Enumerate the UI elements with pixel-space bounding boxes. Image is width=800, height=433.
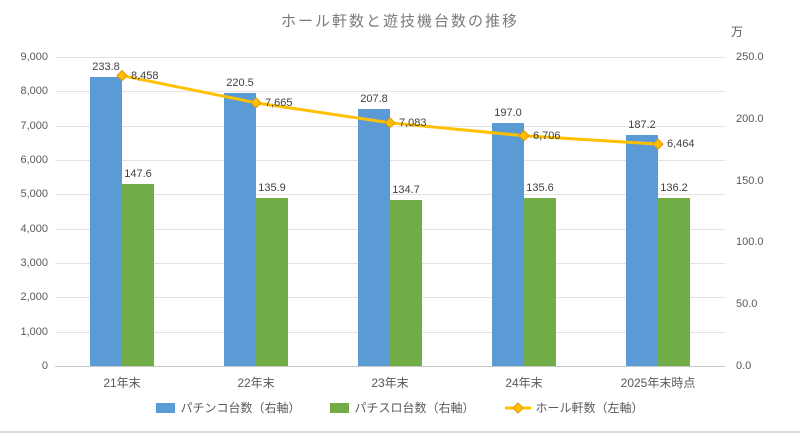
right-axis-tick-label: 250.0 <box>736 51 764 63</box>
right-axis-tick-label: 100.0 <box>736 236 764 248</box>
bar-value-label: 135.9 <box>258 182 286 195</box>
left-axis-tick-label: 3,000 <box>20 257 48 269</box>
bar-value-label: 135.6 <box>526 182 554 195</box>
bar-value-label: 134.7 <box>392 183 420 196</box>
left-axis-tick-label: 4,000 <box>20 223 48 235</box>
bar-pachinko <box>492 122 524 366</box>
legend-label-pachislot: パチスロ台数（右軸） <box>354 401 475 415</box>
right-axis-tick-label: 200.0 <box>736 113 764 125</box>
right-axis-unit-label: 万 <box>731 25 744 39</box>
line-value-label: 7,665 <box>265 97 293 109</box>
bar-pachinko <box>90 77 122 366</box>
chart-title: ホール軒数と遊技機台数の推移 <box>280 13 519 30</box>
bar-value-label: 220.5 <box>226 77 254 90</box>
legend-item-pachislot: パチスロ台数（右軸） <box>330 399 475 416</box>
left-axis-tick-label: 6,000 <box>20 154 48 166</box>
right-axis-tick-label: 150.0 <box>736 175 764 187</box>
x-axis-line <box>55 366 725 367</box>
x-axis-category-label: 2025年末時点 <box>620 376 696 390</box>
bar-value-label: 147.6 <box>124 167 152 180</box>
bar-pachinko <box>224 93 256 366</box>
bar-pachislot <box>658 197 690 366</box>
line-value-label: 6,706 <box>533 130 561 142</box>
x-axis-category-label: 24年末 <box>505 376 543 390</box>
bar-value-label: 207.8 <box>360 93 388 106</box>
x-axis-category-label: 23年末 <box>371 376 409 390</box>
gridline <box>55 57 725 58</box>
x-axis-category-label: 21年末 <box>103 376 141 390</box>
bar-pachislot <box>524 198 556 366</box>
bar-value-label: 233.8 <box>92 61 120 74</box>
legend-item-hall: ホール軒数（左軸） <box>504 399 644 416</box>
left-axis-tick-label: 1,000 <box>20 326 48 338</box>
bottom-edge-line <box>0 431 800 433</box>
bar-pachislot <box>122 183 154 366</box>
bar-pachislot <box>256 198 288 366</box>
legend: パチンコ台数（右軸） パチスロ台数（右軸） ホール軒数（左軸） <box>0 399 800 416</box>
hall-count-line <box>120 74 660 146</box>
left-axis-tick-label: 0 <box>41 360 48 372</box>
legend-item-pachinko: パチンコ台数（右軸） <box>156 399 300 416</box>
x-axis-category-label: 22年末 <box>237 376 275 390</box>
legend-line-marker-icon <box>504 401 531 414</box>
bar-pachislot <box>390 199 422 366</box>
bar-value-label: 187.2 <box>628 118 656 131</box>
gridline <box>55 194 725 195</box>
bar-pachinko <box>626 134 658 366</box>
line-value-label: 6,464 <box>667 138 695 150</box>
legend-label-hall: ホール軒数（左軸） <box>535 401 644 415</box>
line-value-label: 7,083 <box>399 117 427 129</box>
bar-value-label: 197.0 <box>494 106 522 119</box>
right-axis-tick-label: 0.0 <box>736 360 752 372</box>
left-axis-tick-label: 9,000 <box>20 51 48 63</box>
left-axis-tick-label: 5,000 <box>20 188 48 200</box>
legend-swatch-pachinko <box>156 402 176 413</box>
line-value-label: 8,458 <box>131 70 159 82</box>
left-axis-tick-label: 8,000 <box>20 85 48 97</box>
left-axis-tick-label: 2,000 <box>20 291 48 303</box>
gridline <box>55 160 725 161</box>
left-axis-tick-label: 7,000 <box>20 120 48 132</box>
right-axis-tick-label: 50.0 <box>736 298 758 310</box>
legend-label-pachinko: パチンコ台数（右軸） <box>180 401 301 415</box>
bar-pachinko <box>358 109 390 366</box>
bar-value-label: 136.2 <box>660 181 688 194</box>
legend-swatch-pachislot <box>330 402 350 413</box>
